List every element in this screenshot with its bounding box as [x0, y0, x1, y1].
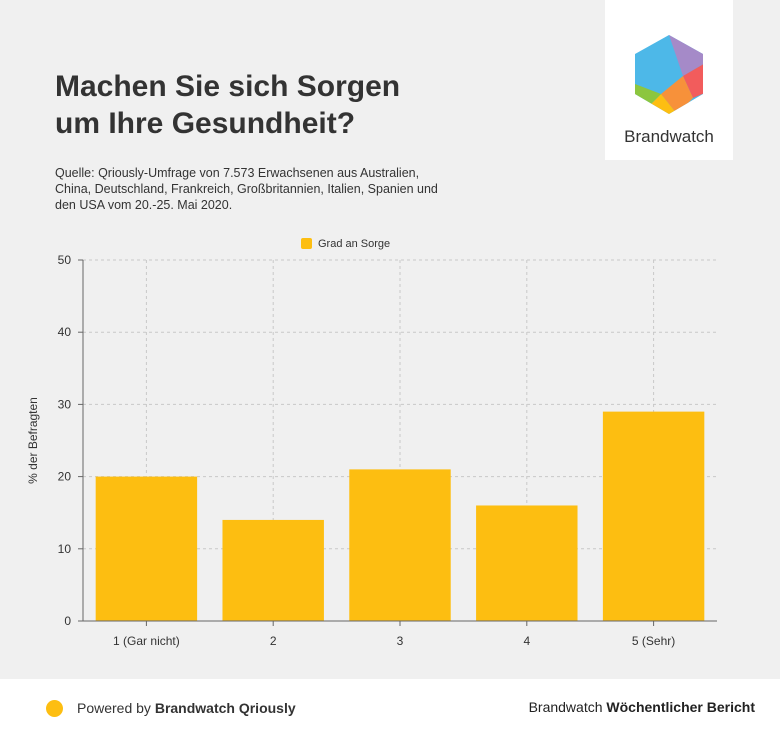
powered-prefix: Powered by [77, 700, 155, 716]
logo-wordmark: Brandwatch [624, 127, 714, 146]
title-line-2: um Ihre Gesundheit? [55, 107, 356, 140]
powered-brand: Brandwatch Qriously [154, 700, 296, 716]
y-tick-label: 10 [58, 542, 72, 556]
x-tick-label: 5 (Sehr) [632, 634, 675, 648]
x-tick-label: 2 [270, 634, 277, 648]
y-tick-label: 40 [58, 325, 72, 339]
report-prefix: Brandwatch [528, 699, 607, 715]
title-line-1: Machen Sie sich Sorgen [55, 70, 401, 103]
source-note: Quelle: Qriously-Umfrage von 7.573 Erwac… [55, 166, 438, 212]
y-tick-label: 0 [64, 614, 71, 628]
bar [95, 476, 198, 621]
y-tick-label: 20 [58, 470, 72, 484]
bar [602, 411, 705, 621]
bar-chart: 0 10 20 30 40 50 1 (Gar nicht) 2 3 4 5 (Sehr) % der… [26, 238, 717, 648]
chart-panel: Machen Sie sich Sorgen um Ihre Gesundhei… [0, 0, 780, 679]
x-tick-label: 4 [523, 634, 530, 648]
y-tick-label: 50 [58, 253, 72, 267]
powered-by-text: Powered by Brandwatch Qriously [77, 700, 296, 716]
y-axis-title: % der Befragten [26, 397, 40, 484]
qriously-dot-icon [46, 700, 63, 717]
y-tick-label: 30 [58, 397, 72, 411]
brandwatch-hexagon-logo-icon [635, 35, 703, 114]
bar [349, 469, 451, 621]
footer: Powered by Brandwatch Qriously Brandwatc… [0, 679, 780, 737]
bar [476, 505, 578, 621]
legend-label: Grad an Sorge [318, 238, 390, 250]
report-title: Wöchentlicher Bericht [606, 699, 755, 715]
report-name: Brandwatch Wöchentlicher Bericht [529, 699, 755, 715]
page-title: Machen Sie sich Sorgen um Ihre Gesundhei… [55, 68, 475, 142]
x-tick-label: 1 (Gar nicht) [113, 634, 180, 648]
x-tick-label: 3 [397, 634, 404, 648]
bar [222, 519, 324, 621]
legend-swatch [301, 238, 312, 249]
brandwatch-logo: Brandwatch [605, 0, 733, 160]
